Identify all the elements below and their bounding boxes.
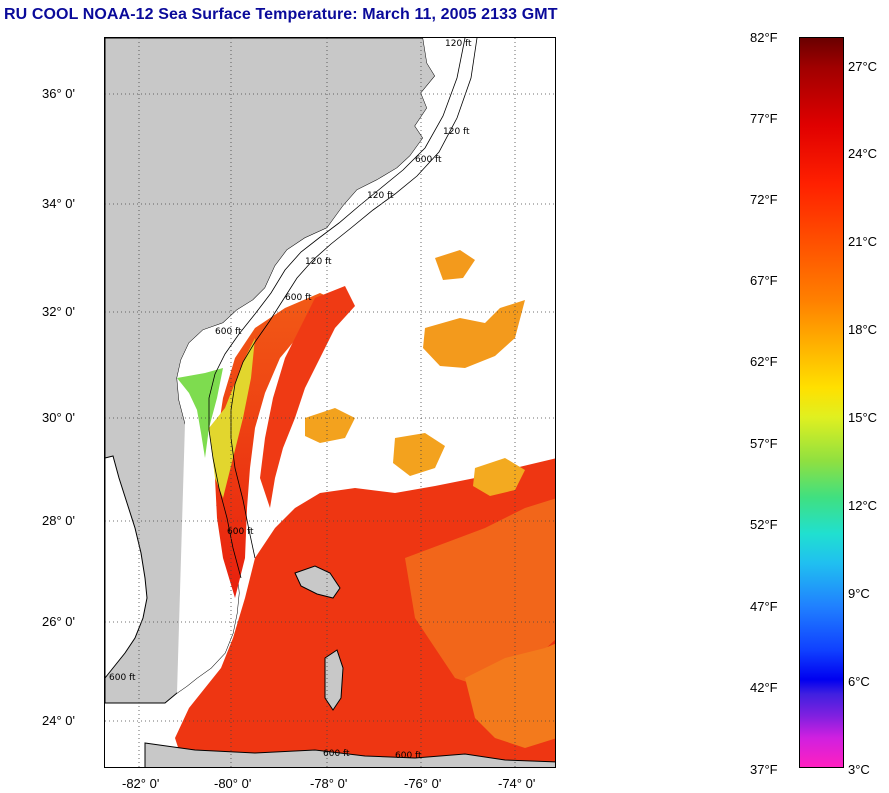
contour-120ft [208, 38, 466, 579]
celsius-label: 21°C [848, 234, 878, 249]
fahrenheit-label: 47°F [750, 599, 778, 614]
contour-label: 600 ft [109, 673, 136, 683]
fahrenheit-label: 72°F [750, 192, 778, 207]
lat-tick-label: 32° 0' [42, 304, 75, 319]
celsius-label: 15°C [848, 410, 878, 425]
lat-tick-label: 28° 0' [42, 513, 75, 528]
lat-tick-label: 30° 0' [42, 410, 75, 425]
celsius-label: 9°C [848, 586, 870, 601]
lat-tick-label: 36° 0' [42, 86, 75, 101]
sst-warm-south [175, 458, 555, 767]
contour-600ft [230, 38, 478, 559]
contour-label: 120 ft [367, 191, 394, 201]
fahrenheit-label: 52°F [750, 517, 778, 532]
fahrenheit-label: 67°F [750, 273, 778, 288]
lon-tick-label: -74° 0' [498, 776, 536, 791]
bahamas-land [294, 565, 341, 599]
sst-map-canvas: 120 ft 120 ft 120 ft 120 ft 600 ft 600 f… [105, 38, 555, 767]
sst-red-plume [260, 286, 355, 508]
temperature-colorbar [799, 37, 844, 768]
florida-west-coast [105, 455, 148, 679]
contour-label: 600 ft [215, 327, 242, 337]
celsius-label: 12°C [848, 498, 878, 513]
lon-tick-label: -78° 0' [310, 776, 348, 791]
celsius-label: 18°C [848, 322, 878, 337]
sst-coastal-yellow [209, 338, 255, 498]
fahrenheit-label: 37°F [750, 762, 778, 777]
lat-tick-label: 24° 0' [42, 713, 75, 728]
contour-label: 600 ft [415, 155, 442, 165]
fahrenheit-label: 82°F [750, 30, 778, 45]
coastal-shelf [177, 38, 465, 693]
cuba-land [144, 742, 555, 767]
sst-orange-south2 [465, 643, 555, 748]
sst-coastal-green [177, 368, 223, 458]
lon-tick-label: -80° 0' [214, 776, 252, 791]
lat-tick-label: 34° 0' [42, 196, 75, 211]
contour-label: 120 ft [445, 39, 472, 49]
fahrenheit-label: 57°F [750, 436, 778, 451]
contour-label: 600 ft [285, 293, 312, 303]
map-title: RU COOL NOAA-12 Sea Surface Temperature:… [4, 6, 558, 23]
contour-label: 600 ft [395, 751, 422, 761]
fahrenheit-label: 62°F [750, 354, 778, 369]
fahrenheit-label: 77°F [750, 111, 778, 126]
celsius-label: 24°C [848, 146, 878, 161]
lat-tick-label: 26° 0' [42, 614, 75, 629]
bahamas-land-2 [324, 649, 344, 711]
contour-label: 120 ft [443, 127, 470, 137]
celsius-label: 27°C [848, 59, 878, 74]
lon-tick-label: -82° 0' [122, 776, 160, 791]
contour-label: 600 ft [323, 749, 350, 759]
graticule [105, 38, 555, 767]
fahrenheit-label: 42°F [750, 680, 778, 695]
sst-orange-patch-4 [473, 458, 525, 496]
sst-orange-patch-2 [305, 408, 355, 443]
lon-tick-label: -76° 0' [404, 776, 442, 791]
sst-orange-south [405, 498, 555, 688]
sst-map: 120 ft 120 ft 120 ft 120 ft 600 ft 600 f… [104, 37, 556, 768]
contour-label: 120 ft [305, 257, 332, 267]
sst-orange-patch-3 [393, 433, 445, 476]
celsius-label: 3°C [848, 762, 870, 777]
sst-orange-patch-1 [423, 300, 525, 368]
contour-label: 600 ft [227, 527, 254, 537]
celsius-label: 6°C [848, 674, 870, 689]
sst-orange-patch-5 [435, 250, 475, 280]
